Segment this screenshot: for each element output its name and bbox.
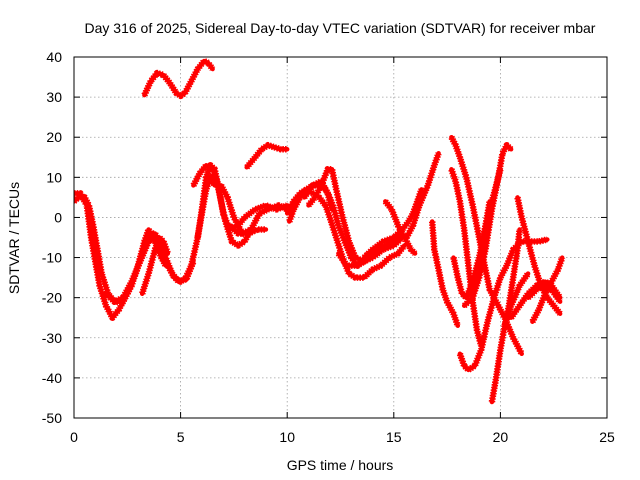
series-markers bbox=[361, 188, 425, 260]
y-tick-label: 10 bbox=[46, 169, 62, 185]
series-markers bbox=[461, 141, 514, 309]
series-markers bbox=[488, 271, 531, 403]
x-tick-label: 25 bbox=[599, 429, 615, 445]
series-markers bbox=[301, 178, 336, 211]
series-markers bbox=[74, 174, 218, 305]
series-markers bbox=[529, 256, 566, 324]
tick-labels: 0 5 10 15 20 25 -50 -40 -30 -20 -10 0 10 20 30 40 bbox=[42, 49, 615, 445]
x-tick-label: 10 bbox=[279, 429, 295, 445]
x-tick-label: 15 bbox=[386, 429, 402, 445]
x-tick-label: 5 bbox=[177, 429, 185, 445]
series-markers bbox=[244, 141, 288, 170]
chart-title: Day 316 of 2025, Sidereal Day-to-day VTE… bbox=[85, 20, 596, 36]
series-markers bbox=[514, 196, 563, 316]
y-tick-label: -20 bbox=[42, 290, 62, 306]
y-tick-label: -30 bbox=[42, 330, 62, 346]
y-tick-label: -50 bbox=[42, 410, 62, 426]
series-markers bbox=[194, 162, 289, 238]
series-markers bbox=[218, 183, 289, 237]
series-markers bbox=[501, 229, 523, 327]
y-tick-label: -10 bbox=[42, 250, 62, 266]
series-markers bbox=[382, 199, 418, 256]
y-tick-label: 20 bbox=[46, 129, 62, 145]
y-tick-label: 40 bbox=[46, 49, 62, 65]
series-markers bbox=[190, 162, 252, 249]
series-markers bbox=[448, 168, 485, 347]
series-markers bbox=[227, 223, 266, 237]
series-markers bbox=[525, 282, 563, 304]
x-tick-label: 0 bbox=[70, 429, 78, 445]
plot-area bbox=[74, 57, 566, 405]
x-tick-label: 20 bbox=[493, 429, 509, 445]
series-markers bbox=[403, 152, 442, 240]
x-axis-label: GPS time / hours bbox=[287, 457, 394, 473]
series-markers bbox=[139, 234, 171, 295]
y-tick-label: 30 bbox=[46, 89, 62, 105]
series-markers bbox=[284, 186, 408, 281]
series-markers bbox=[141, 57, 216, 100]
y-axis-label: SDTVAR / TECUs bbox=[6, 182, 22, 294]
series-markers bbox=[428, 221, 461, 327]
plot-frame bbox=[73, 56, 608, 419]
y-tick-label: 0 bbox=[54, 209, 62, 225]
series-markers bbox=[463, 200, 493, 299]
y-tick-label: -40 bbox=[42, 370, 62, 386]
